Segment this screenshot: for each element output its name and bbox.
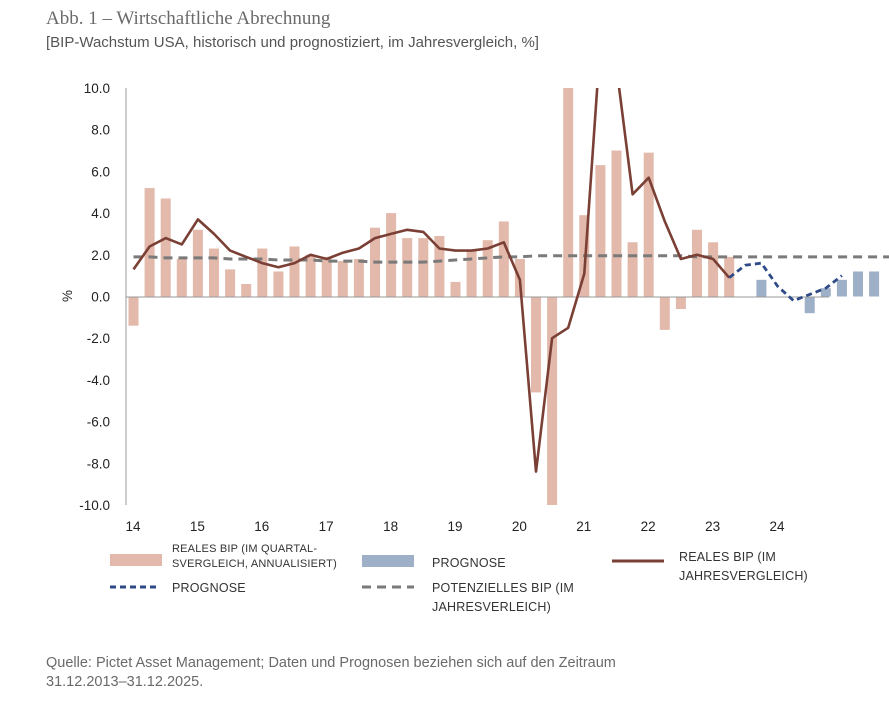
source-note: Quelle: Pictet Asset Management; Daten u… [46,654,806,692]
bar-forecast [804,296,815,314]
x-tick-label: 14 [125,519,141,534]
legend-swatch-bar-hist [110,554,162,566]
chart-title: Abb. 1 – Wirtschaftliche Abrechnung [46,8,331,29]
bar-historical [128,296,139,326]
bar-historical [257,248,268,297]
bar-historical [547,296,558,505]
bar-historical [353,258,364,297]
y-tick-label: -10.0 [79,498,110,513]
x-tick-label: 22 [641,519,656,534]
bar-historical [160,198,171,297]
real-gdp-yoy-line [132,88,731,473]
legend-label-bar-forecast: PROGNOSE [432,556,506,570]
bar-historical [611,150,622,297]
y-tick-label: -8.0 [87,456,110,471]
x-tick-label: 24 [769,519,785,534]
potential-gdp-line [133,254,889,264]
bar-forecast [836,279,847,297]
legend-label-bar-hist-2: SVERGLEICH, ANNUALISIERT) [172,558,337,570]
bar-historical [659,296,670,330]
bar-historical [386,213,397,297]
y-tick-label: -2.0 [87,331,110,346]
source-line-2: 31.12.2013–31.12.2025. [46,674,204,690]
y-tick-label: -6.0 [87,415,110,430]
bar-historical [176,258,187,297]
y-tick-label: 10.0 [84,81,110,96]
legend-swatch-bar-forecast [362,555,414,567]
y-tick-label: 2.0 [91,248,110,263]
x-tick-label: 18 [383,519,398,534]
x-axis-ticks: 14 15 16 17 18 19 20 21 22 23 24 [125,519,785,534]
bar-historical [321,256,332,297]
bar-historical [192,229,203,297]
bar-historical [305,254,316,297]
bar-forecast [853,271,863,297]
y-tick-label: -4.0 [87,373,110,388]
gdp-chart: 10.0 8.0 6.0 4.0 2.0 0.0 -2.0 -4.0 -6.0 -8.0 -10.0… [60,81,889,614]
bar-historical [434,236,445,297]
x-tick-label: 23 [705,519,720,534]
y-tick-label: 4.0 [91,206,110,221]
bar-historical [450,281,461,297]
bar-forecast [820,288,831,297]
bar-forecast [756,279,767,297]
bar-historical [144,188,155,297]
legend-label-bar-hist-1: REALES BIP (IM QUARTAL- [172,543,317,555]
bar-historical [209,248,219,297]
source-line-1: Quelle: Pictet Asset Management; Daten u… [46,655,616,671]
y-tick-label: 8.0 [91,123,110,138]
bar-historical [675,296,686,310]
bar-historical [708,242,719,297]
bar-historical [418,238,429,297]
bar-historical [273,271,284,297]
bar-historical [563,88,574,297]
bar-historical [241,283,252,297]
x-tick-label: 19 [447,519,462,534]
legend-label-line-potential-2: JAHRESVERLEICH) [432,600,551,614]
bar-historical [225,269,236,297]
forecast-yoy-line [728,261,843,303]
y-tick-label: 6.0 [91,164,110,179]
legend-label-line-potential-1: POTENZIELLES BIP (IM [432,581,574,595]
y-tick-label: 0.0 [91,290,110,305]
bar-historical [595,165,606,297]
y-axis-label: % [60,290,75,302]
bar-forecast [869,271,880,297]
bar-historical [289,246,300,297]
x-tick-label: 17 [319,519,334,534]
bars-forecast [756,271,880,314]
x-tick-label: 15 [190,519,205,534]
x-tick-label: 21 [576,519,591,534]
bar-historical [402,238,413,297]
legend-label-line-real-2: JAHRESVERGLEICH) [679,569,808,583]
bar-historical [498,221,509,297]
x-tick-label: 16 [254,519,269,534]
bar-historical [337,261,348,297]
y-axis-ticks: 10.0 8.0 6.0 4.0 2.0 0.0 -2.0 -4.0 -6.0 -8.0 -10.0 [79,81,110,513]
bar-historical [466,250,477,297]
bar-historical [482,240,493,297]
legend: REALES BIP (IM QUARTAL- SVERGLEICH, ANNU… [110,543,808,614]
bar-historical [692,229,702,297]
chart-subtitle: [BIP-Wachstum USA, historisch und progno… [46,34,539,51]
bar-historical [531,296,541,393]
bar-historical [627,242,638,297]
legend-label-line-real-1: REALES BIP (IM [679,550,776,564]
x-tick-label: 20 [512,519,527,534]
bar-historical [643,152,654,297]
legend-label-line-forecast: PROGNOSE [172,581,246,595]
